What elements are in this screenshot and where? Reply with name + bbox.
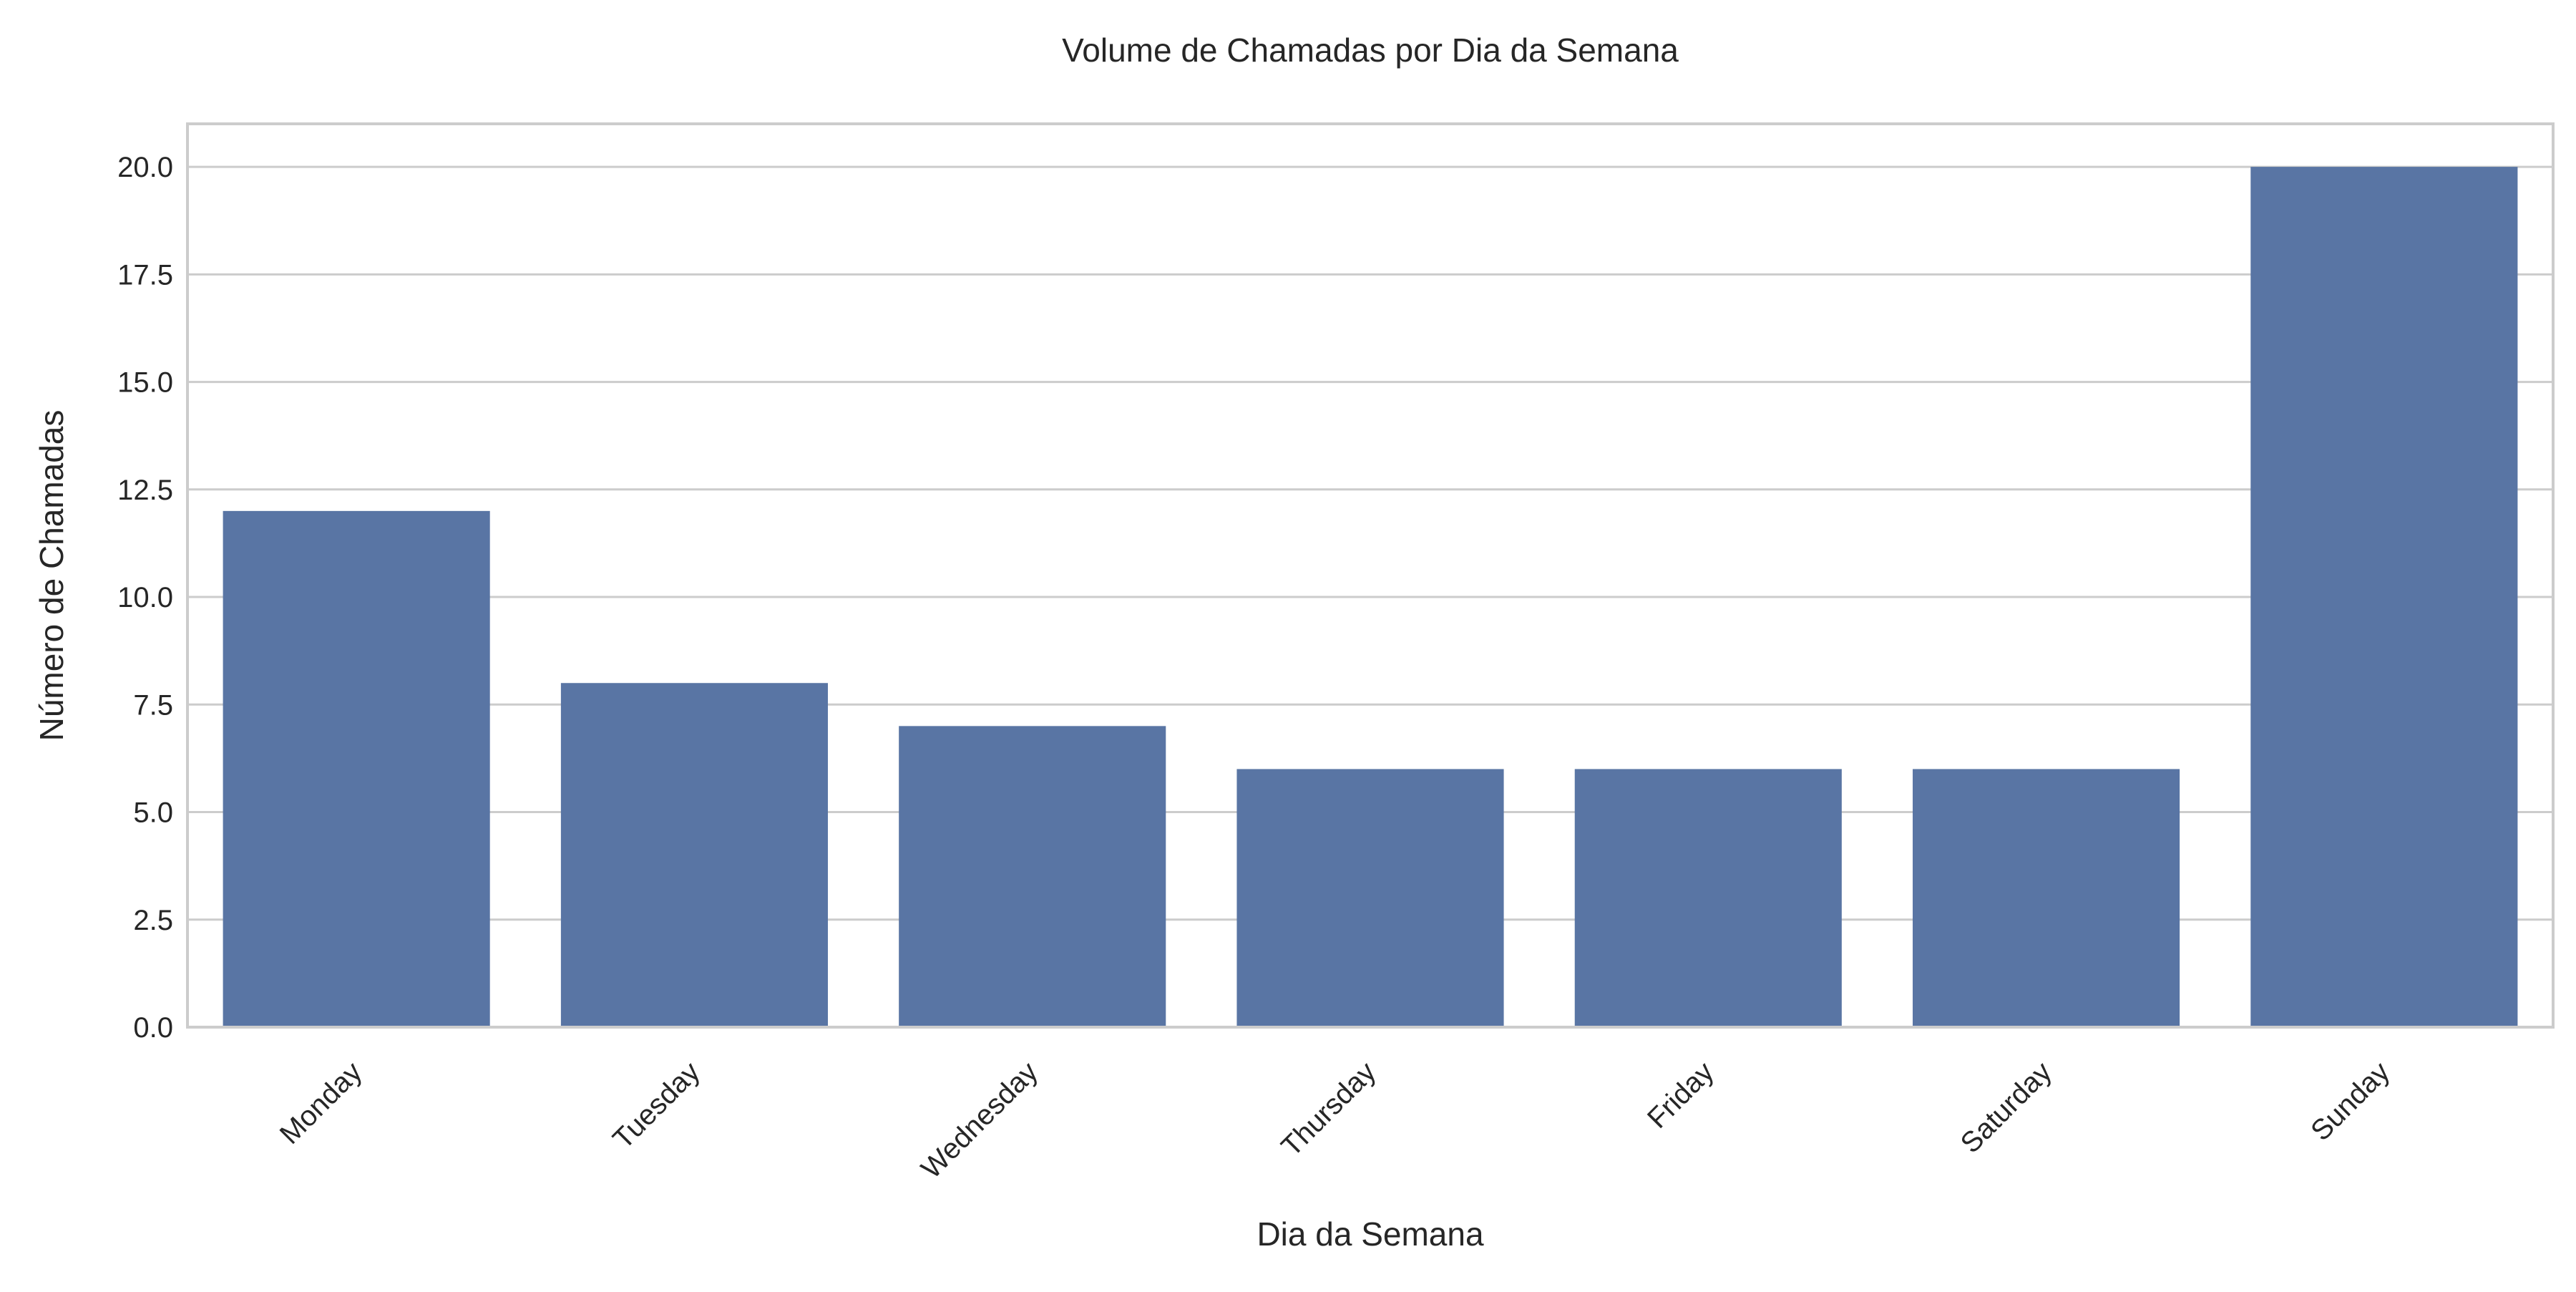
plot-frame bbox=[186, 122, 2555, 1029]
bar-monday bbox=[223, 510, 490, 1027]
y-tick-label: 15.0 bbox=[117, 367, 173, 399]
y-tick-label: 2.5 bbox=[133, 905, 173, 936]
bar-tuesday bbox=[560, 683, 828, 1027]
y-tick-label: 0.0 bbox=[133, 1012, 173, 1044]
y-tick-label: 20.0 bbox=[117, 152, 173, 183]
y-tick-label: 5.0 bbox=[133, 797, 173, 829]
y-tick-labels: 0.0 2.5 5.0 7.5 10.0 12.5 15.0 17.5 20.0 bbox=[117, 152, 173, 1044]
y-axis-label: Número de Chamadas bbox=[33, 410, 70, 742]
chart-title: Volume de Chamadas por Dia da Semana bbox=[1062, 31, 1679, 69]
y-tick-label: 10.0 bbox=[117, 582, 173, 613]
bar-sunday bbox=[2250, 167, 2518, 1028]
bar-saturday bbox=[1913, 769, 2180, 1027]
y-tick-label: 12.5 bbox=[117, 475, 173, 506]
bar-friday bbox=[1574, 769, 1842, 1027]
bar-wednesday bbox=[899, 726, 1166, 1027]
x-axis-label: Dia da Semana bbox=[1257, 1215, 1483, 1253]
y-tick-label: 7.5 bbox=[133, 689, 173, 721]
y-tick-label: 17.5 bbox=[117, 259, 173, 291]
bar-thursday bbox=[1236, 769, 1504, 1027]
bars bbox=[223, 167, 2518, 1028]
